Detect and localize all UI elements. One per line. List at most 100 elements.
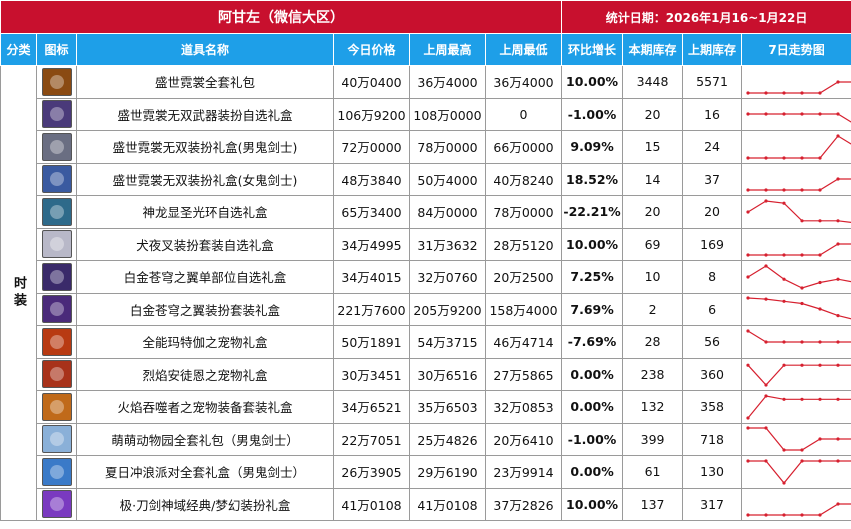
table-row: 盛世霓裳无双装扮礼盒(男鬼剑士) 72万0000 78万0000 66万0000 9.0… [1,130,851,164]
change-percent: 0.00% [561,390,624,424]
today-price: 221万7600 [333,292,410,326]
last-week-low: 36万4000 [484,65,563,99]
trend-sparkline [746,112,851,123]
trend-point [746,296,750,300]
trend-point [818,280,822,284]
item-name: 白金苍穹之翼装扮套装礼盒 [76,292,334,326]
item-name: 极·刀剑神域经典/梦幻装扮礼盒 [76,487,334,521]
trend-point [782,91,786,95]
column-header-row: 分类 图标 道具名称 今日价格 上周最高 上周最低 环比增长 本期库存 上期库存… [0,33,851,66]
category-cell: 时装 [0,65,37,521]
last-week-low: 20万2500 [484,260,563,294]
change-percent: -1.00% [561,422,624,456]
table-row: 全能玛特伽之宠物礼盒 50万1891 54万3715 46万4714 -7.69% 28 5… [1,325,851,359]
last-week-high: 35万6503 [409,390,486,424]
pet-box-flame-icon [41,360,72,389]
last-week-low: 32万0853 [484,390,563,424]
pet-equip-icon [41,392,72,421]
trend-sparkline [746,242,851,257]
table-row: 烈焰安徒恩之宠物礼盒 30万3451 30万6516 27万5865 0.00% 238 3… [1,357,851,391]
col-header-last-high: 上周最高 [409,33,486,66]
change-percent: 10.00% [561,487,624,521]
trend-point [746,459,750,463]
item-icon-cell [36,162,77,196]
trend-point [836,277,840,281]
trend-point [782,448,786,452]
current-stock: 28 [622,325,684,359]
today-price: 30万3451 [333,357,410,391]
last-stock: 8 [682,260,743,294]
trend-point [764,253,768,257]
pet-box-red-icon [41,327,72,356]
last-week-low: 0 [484,97,563,131]
change-percent: 10.00% [561,65,624,99]
trend-point [836,340,840,344]
trend-point [764,264,768,268]
item-icon-cell [36,455,77,489]
item-name: 神龙显圣光环自选礼盒 [76,195,334,229]
col-header-icon: 图标 [36,33,77,66]
trend-point [818,340,822,344]
change-percent: 0.00% [561,357,624,391]
trend-point [818,437,822,441]
trend-point [782,363,786,368]
trend-point [746,210,750,214]
trend-chart-cell [741,195,851,229]
item-name: 盛世霓裳无双装扮礼盒(女鬼剑士) [76,162,334,196]
last-stock: 37 [682,162,743,196]
table-row: 白金苍穹之翼装扮套装礼盒 221万7600 205万9200 158万4000 7.69… [1,292,851,326]
last-week-high: 50万4000 [409,162,486,196]
col-header-stock: 本期库存 [622,33,684,66]
today-price: 34万4015 [333,260,410,294]
current-stock: 132 [622,390,684,424]
current-stock: 20 [622,97,684,131]
trend-point [836,502,840,506]
item-name: 全能玛特伽之宠物礼盒 [76,325,334,359]
last-stock: 16 [682,97,743,131]
last-week-high: 25万4826 [409,422,486,456]
trend-point [836,218,840,223]
last-week-low: 66万0000 [484,130,563,164]
item-icon-cell [36,357,77,391]
trend-point [782,112,786,116]
trend-point [818,513,822,517]
trend-sparkline [746,502,851,517]
last-week-low: 158万4000 [484,292,563,326]
last-week-low: 46万4714 [484,325,563,359]
item-name: 夏日冲浪派对全套礼盒（男鬼剑士） [76,455,334,489]
last-week-high: 78万0000 [409,130,486,164]
current-stock: 238 [622,357,684,391]
trend-point [818,156,822,160]
trend-line [747,395,851,419]
trend-point [800,156,804,160]
trend-point [746,426,750,430]
trend-chart-cell [741,292,851,326]
trend-point [746,91,750,95]
item-name: 盛世霓裳全套礼包 [76,65,334,99]
item-icon-cell [36,292,77,326]
trend-point [764,91,768,95]
last-week-low: 28万5120 [484,227,563,261]
trend-point [800,218,804,223]
trend-point [764,199,768,203]
trend-line [748,297,851,320]
trend-point [782,340,786,344]
trend-sparkline [746,394,851,420]
trend-chart-cell [741,260,851,294]
current-stock: 10 [622,260,684,294]
trend-point [818,112,822,116]
trend-point [782,299,786,304]
change-percent: 0.00% [561,455,624,489]
trend-point [836,314,840,318]
current-stock: 20 [622,195,684,229]
female-slayer-icon [41,165,72,194]
trend-point [746,253,750,257]
current-stock: 3448 [622,65,684,99]
current-stock: 69 [622,227,684,261]
trend-chart-cell [741,357,851,391]
last-week-high: 84万0000 [409,195,486,229]
trend-point [764,188,768,192]
table-row: 白金苍穹之翼单部位自选礼盒 34万4015 32万0760 20万2500 7.25% 1… [1,260,851,294]
trend-point [800,91,804,95]
